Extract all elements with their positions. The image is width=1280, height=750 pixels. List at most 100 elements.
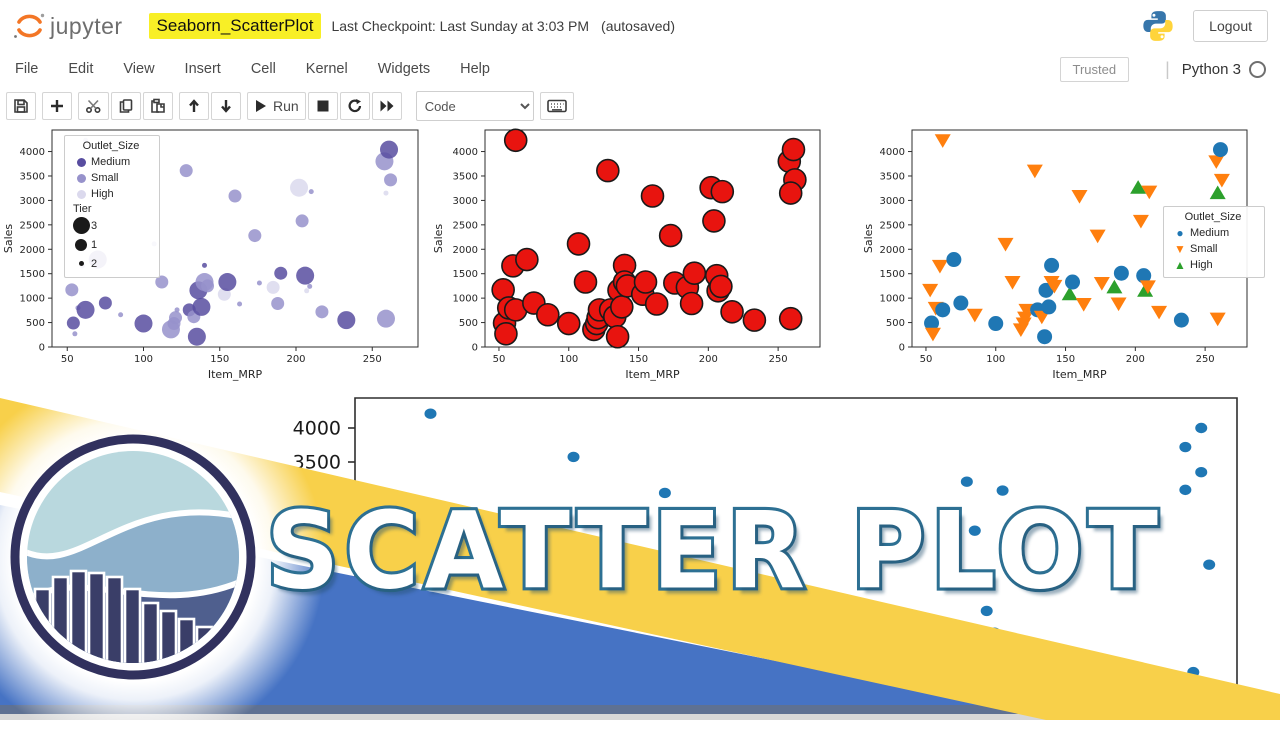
svg-text:2500: 2500 <box>20 220 45 231</box>
y-axis-label: Sales <box>2 224 15 254</box>
axis-ticks: 50 100 150 200 25005001000150020002500300035… <box>880 147 1215 365</box>
svg-text:50: 50 <box>920 354 933 365</box>
legend-title: Outlet_Size <box>1184 211 1242 223</box>
svg-text:0: 0 <box>899 343 905 354</box>
run-label: Run <box>273 98 299 114</box>
paste-icon <box>151 98 165 113</box>
svg-text:500: 500 <box>26 318 45 329</box>
menu-item-help[interactable]: Help <box>460 61 490 77</box>
svg-text:4000: 4000 <box>453 147 478 158</box>
legend-size-item-3: 3 <box>71 216 151 235</box>
svg-text:100: 100 <box>134 354 153 365</box>
svg-text:250: 250 <box>1196 354 1215 365</box>
svg-text:3000: 3000 <box>453 196 478 207</box>
svg-text:3500: 3500 <box>453 171 478 182</box>
kernel-name: Python 3 <box>1181 60 1241 78</box>
menu-item-widgets[interactable]: Widgets <box>377 61 431 77</box>
cut-button[interactable] <box>78 92 109 120</box>
svg-text:1500: 1500 <box>453 269 478 280</box>
keyboard-icon <box>546 99 567 113</box>
copy-button[interactable] <box>111 92 141 120</box>
menu-item-cell[interactable]: Cell <box>250 61 276 77</box>
legend-item-medium: ● Medium <box>1176 226 1230 240</box>
svg-text:200: 200 <box>286 354 305 365</box>
scatter-points <box>491 128 807 349</box>
x-axis-label: Item_MRP <box>1052 368 1107 381</box>
svg-text:250: 250 <box>769 354 788 365</box>
svg-text:4000: 4000 <box>880 147 905 158</box>
svg-text:500: 500 <box>459 318 478 329</box>
paste-button[interactable] <box>143 92 173 120</box>
jupyter-wordmark: jupyter <box>50 12 123 39</box>
y-axis-label: Sales <box>432 224 445 254</box>
move-down-icon <box>221 100 231 113</box>
fast-forward-button[interactable] <box>371 92 402 120</box>
banner-title: SCATTER PLOT <box>263 486 1163 616</box>
cell-type-select[interactable]: Code <box>415 91 534 121</box>
menu-item-file[interactable]: File <box>15 61 39 77</box>
svg-text:100: 100 <box>986 354 1005 365</box>
figure-plain-red: 50 100 150 200 25005001000150020002500300035… <box>432 128 821 381</box>
figure-bubble: 50 100 150 200 25005001000150020002500300035… <box>2 129 419 381</box>
svg-text:50: 50 <box>61 354 74 365</box>
logout-button[interactable]: Logout <box>1193 10 1268 42</box>
svg-text:1000: 1000 <box>20 294 45 305</box>
legend-outlet-size-tier: Outlet_Size Medium Small High Tier 3 1 2 <box>64 135 160 278</box>
legend-item-small: ▼ Small <box>1174 242 1218 256</box>
move-down-button[interactable] <box>211 92 241 120</box>
svg-text:3500: 3500 <box>20 171 45 182</box>
svg-text:2000: 2000 <box>20 245 45 256</box>
legend-size-title: Tier <box>73 203 92 215</box>
python-logo-icon <box>1143 11 1173 41</box>
save-button[interactable] <box>6 92 36 120</box>
add-cell-button[interactable] <box>42 92 72 120</box>
move-up-button[interactable] <box>179 92 209 120</box>
add-cell-icon <box>51 100 63 112</box>
svg-text:500: 500 <box>886 318 905 329</box>
svg-text:150: 150 <box>210 354 229 365</box>
y-axis-label: Sales <box>862 224 875 254</box>
svg-text:3500: 3500 <box>880 171 905 182</box>
menubar: File Edit View Insert Cell Kernel Widgets Help … <box>0 52 1280 87</box>
legend-size-item-2: 2 <box>71 254 151 273</box>
svg-text:1000: 1000 <box>453 294 478 305</box>
menu-item-kernel[interactable]: Kernel <box>305 61 348 77</box>
fast-forward-icon <box>380 100 394 112</box>
svg-text:50: 50 <box>493 354 506 365</box>
toolbar: Run Code <box>0 86 1280 126</box>
menu-item-edit[interactable]: Edit <box>68 61 94 77</box>
axis-ticks: 50 100 150 200 25005001000150020002500300035… <box>453 147 788 365</box>
autosaved-text: (autosaved) <box>601 18 675 34</box>
banner-gray-strip <box>0 714 1280 720</box>
svg-text:150: 150 <box>1056 354 1075 365</box>
svg-text:2000: 2000 <box>880 245 905 256</box>
scatter-points <box>65 137 399 346</box>
menu-item-view[interactable]: View <box>123 61 155 77</box>
svg-text:150: 150 <box>629 354 648 365</box>
run-icon <box>256 100 266 112</box>
scatter-points <box>922 134 1230 345</box>
stop-button[interactable] <box>307 92 338 120</box>
legend-item-high: High <box>71 186 151 202</box>
legend-item-medium: Medium <box>71 154 151 170</box>
menu-item-insert[interactable]: Insert <box>184 61 221 77</box>
restart-button[interactable] <box>339 92 370 120</box>
cut-icon <box>85 99 101 114</box>
svg-text:200: 200 <box>1126 354 1145 365</box>
svg-text:100: 100 <box>559 354 578 365</box>
seaborn-logo <box>10 434 256 680</box>
legend-title: Outlet_Size <box>82 140 140 152</box>
chart-red-scatter: 50 100 150 200 250 0 500 1000 1500 2000 2500 3000 35… <box>430 126 860 393</box>
checkpoint-text: Last Checkpoint: Last Sunday at 3:03 PM <box>331 18 590 34</box>
run-button[interactable]: Run <box>247 92 306 120</box>
notebook-title[interactable]: Seaborn_ScatterPlot <box>148 13 322 39</box>
trusted-badge[interactable]: Trusted <box>1059 56 1130 82</box>
legend-size-item-1: 1 <box>71 235 151 254</box>
save-icon <box>14 99 28 113</box>
move-up-icon <box>189 99 199 112</box>
legend-item-high: ▲ High <box>1174 258 1213 272</box>
keyboard-button[interactable] <box>539 92 574 120</box>
legend-outlet-size: Outlet_Size ● Medium ▼ Small ▲ High <box>1163 206 1265 278</box>
svg-text:4000: 4000 <box>20 147 45 158</box>
jupyter-logo[interactable]: jupyter <box>12 10 123 42</box>
